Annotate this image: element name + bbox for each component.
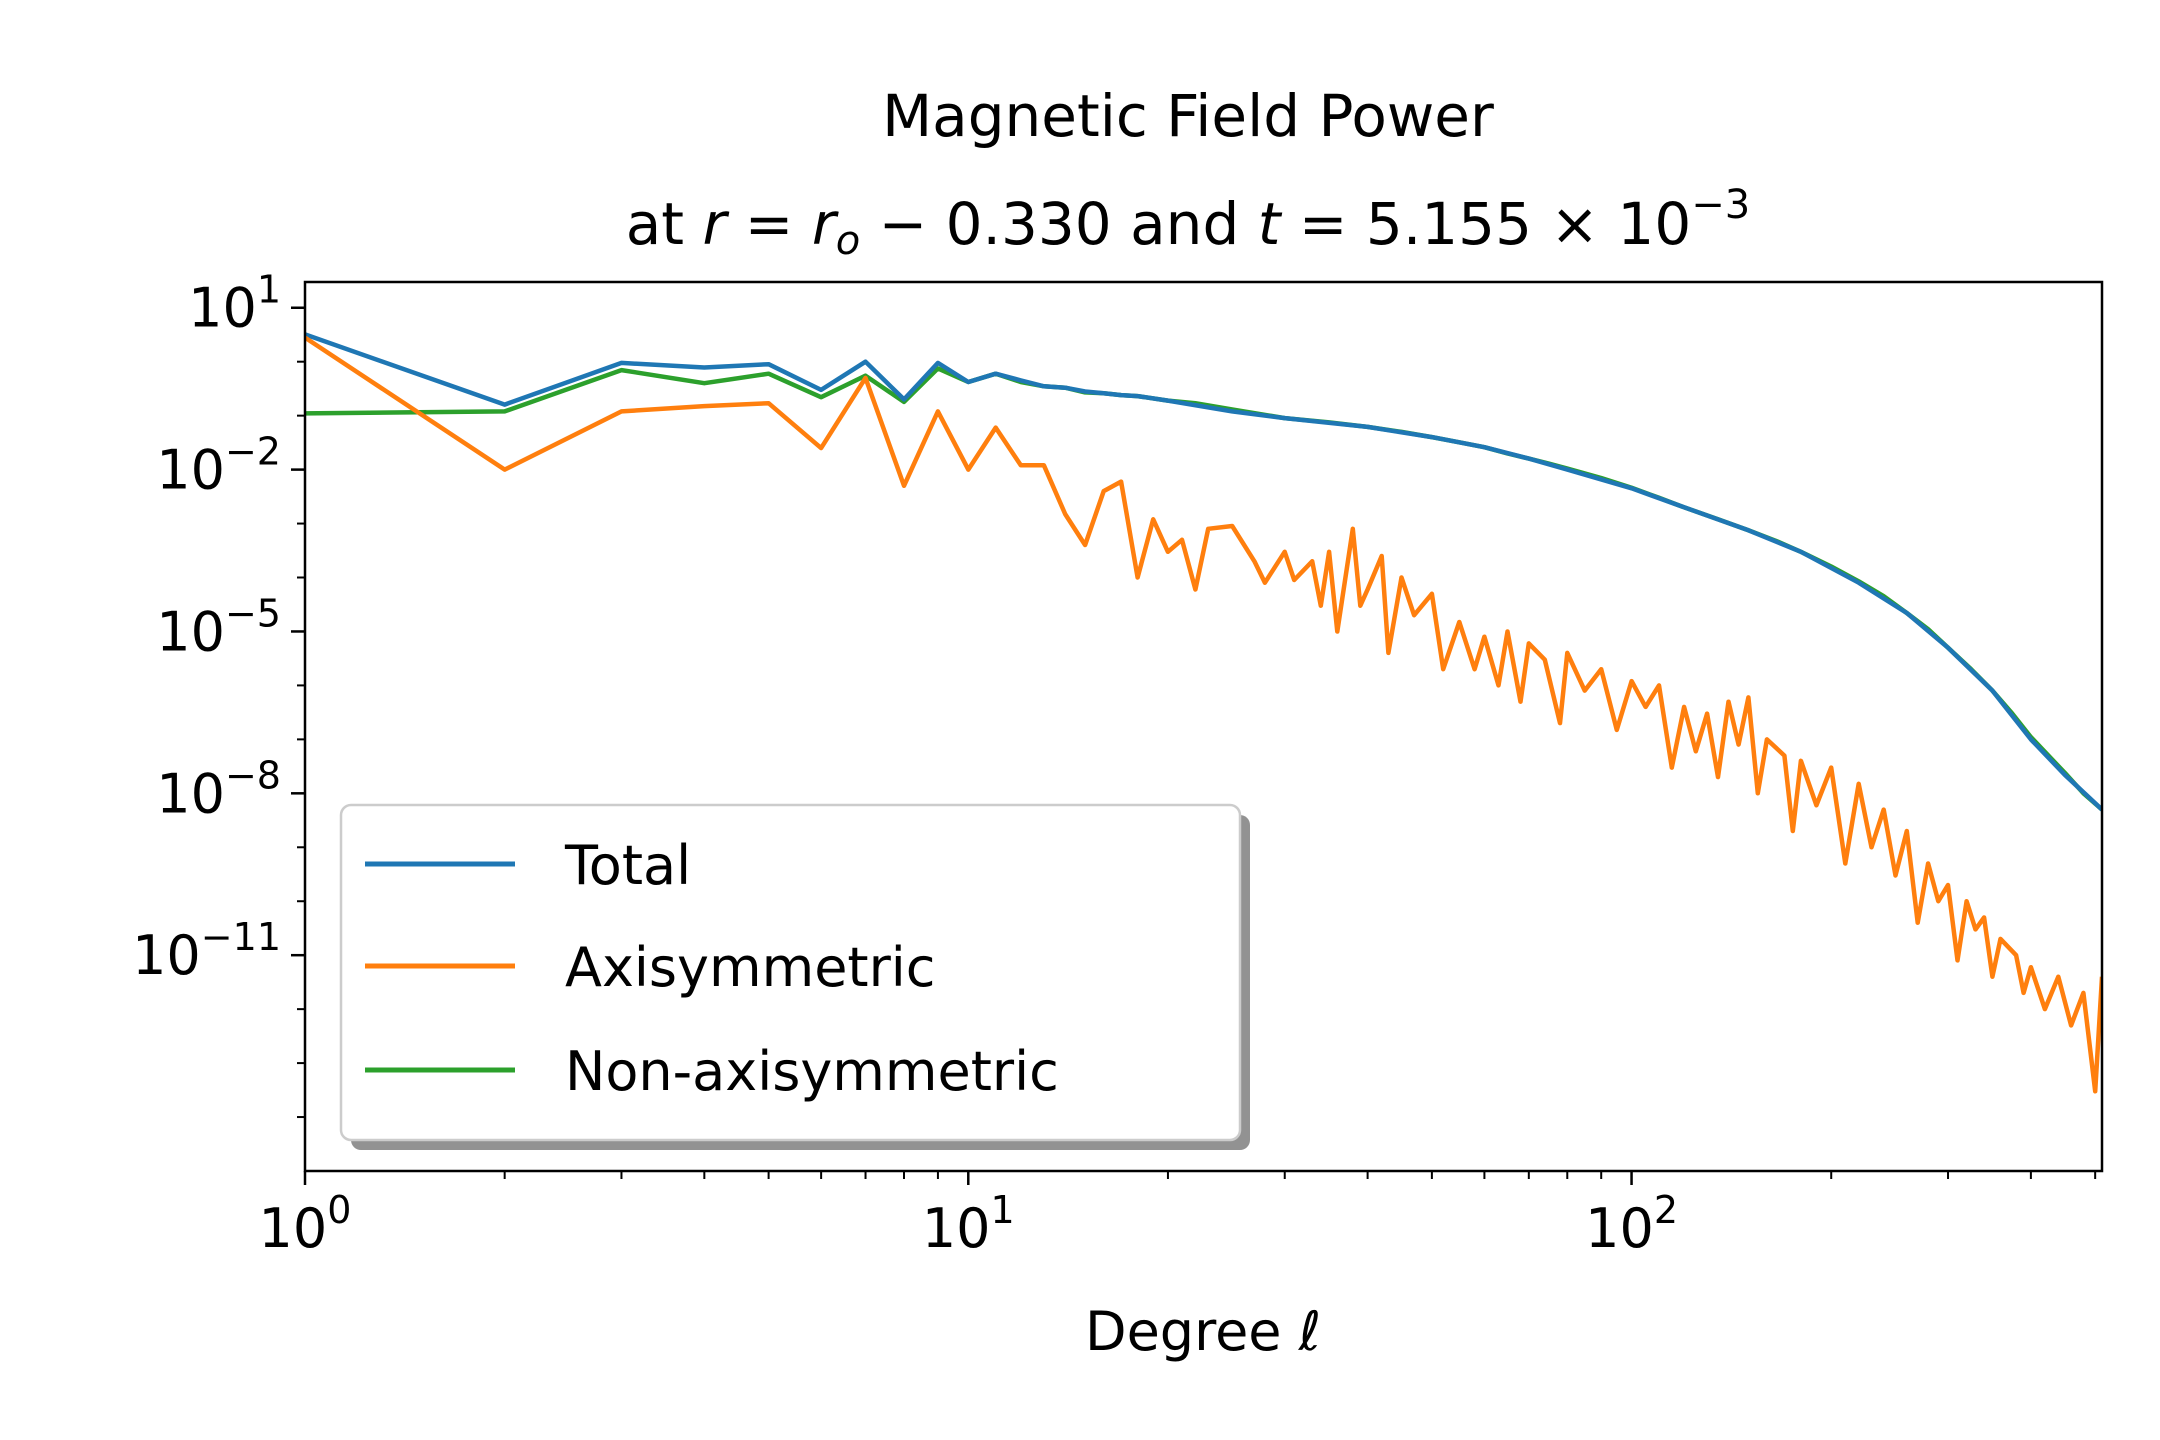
series-line-axisymmetric (305, 335, 2102, 1094)
legend-label-non-axisymmetric: Non-axisymmetric (565, 1040, 1059, 1103)
y-tick-label: 10−8 (156, 753, 281, 825)
x-tick-label: 102 (1585, 1188, 1678, 1260)
y-tick-label: 101 (188, 268, 281, 340)
series-line-total (305, 332, 2102, 812)
chart-title: Magnetic Field Power (882, 82, 1494, 150)
y-tick-label: 10−2 (156, 430, 281, 502)
y-tick-label: 10−5 (156, 591, 281, 663)
axis-ticks: 100 101 102 101 10−2 10−5 10−8 10−11 (132, 268, 2097, 1260)
y-tick-label: 10−11 (132, 915, 281, 987)
x-axis-label: Degree ℓ (1085, 1300, 1321, 1363)
legend-label-total: Total (564, 834, 691, 897)
x-tick-label: 101 (922, 1188, 1015, 1260)
plot-frame (303, 280, 2104, 1173)
series-layer (305, 332, 2102, 1094)
x-tick-label: 100 (259, 1188, 352, 1260)
legend-box (339, 803, 1242, 1142)
legend: Total Axisymmetric Non-axisymmetric (339, 803, 1250, 1150)
legend-label-axisymmetric: Axisymmetric (565, 936, 936, 999)
chart-subtitle: at r = ro − 0.330 and t = 5.155 × 10−3 (626, 182, 1750, 264)
